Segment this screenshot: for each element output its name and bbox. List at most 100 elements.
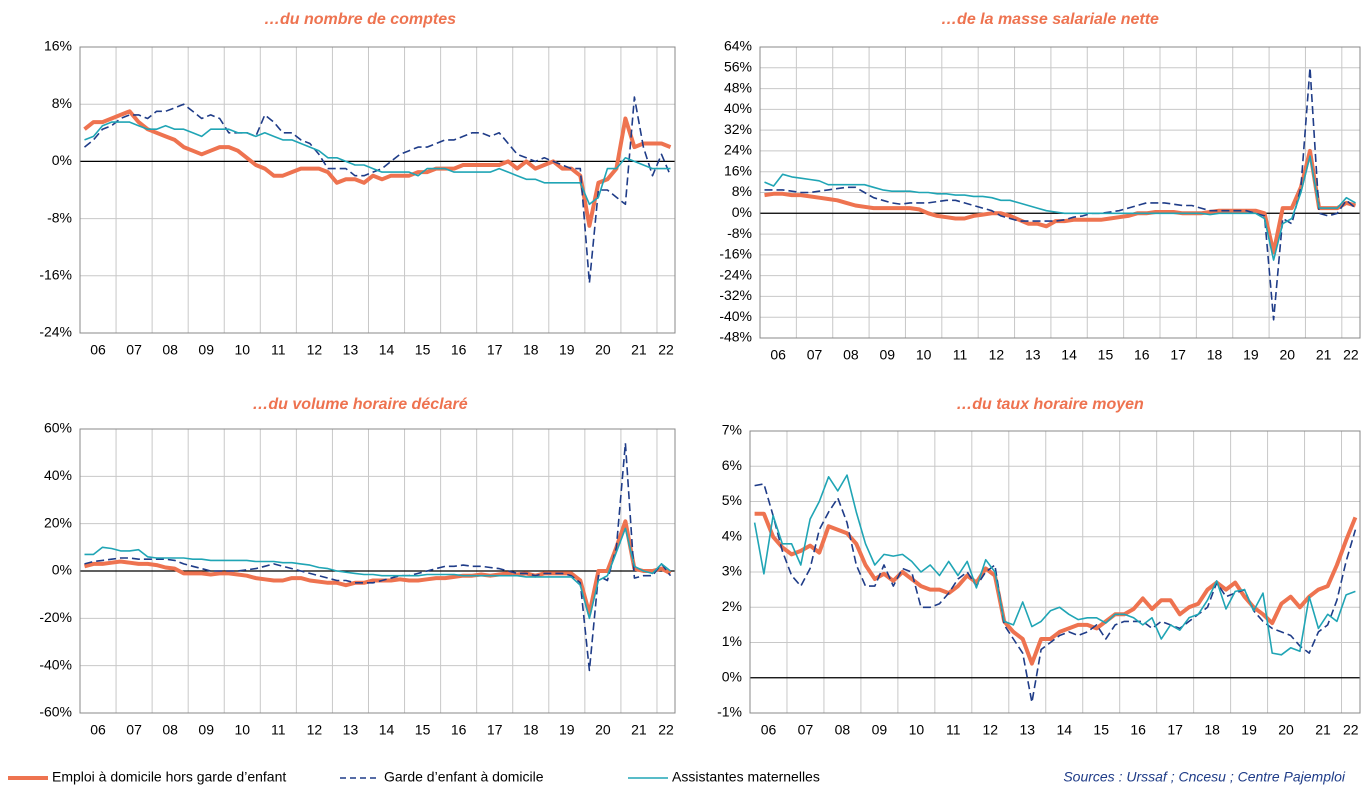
y-tick-label: 3% — [722, 563, 742, 579]
series-line — [753, 474, 1356, 656]
legend-label: Garde d’enfant à domicile — [384, 769, 544, 785]
y-tick-label: 5% — [722, 492, 742, 508]
plot-frame — [749, 430, 1361, 714]
x-tick-label: 14 — [1056, 722, 1072, 738]
x-tick-label: 11 — [946, 722, 961, 738]
x-tick-label: 06 — [90, 342, 106, 358]
x-tick-label: 12 — [307, 722, 323, 738]
x-tick-label: 22 — [1343, 347, 1359, 363]
x-tick-label: 21 — [1315, 722, 1331, 738]
x-tick-label: 15 — [415, 342, 431, 358]
x-tick-label: 16 — [1130, 722, 1146, 738]
y-tick-label: -60% — [39, 704, 72, 720]
series-line — [764, 67, 1357, 321]
y-tick-label: 1% — [722, 633, 742, 649]
chart-title: …du volume horaire déclaré — [252, 396, 467, 413]
x-tick-label: 11 — [953, 347, 968, 363]
x-tick-label: 21 — [631, 342, 647, 358]
y-tick-label: 7% — [722, 422, 742, 438]
x-tick-label: 19 — [1243, 347, 1259, 363]
plot-frame — [759, 46, 1361, 339]
x-tick-label: 12 — [989, 347, 1005, 363]
x-tick-label: 13 — [1025, 347, 1041, 363]
y-tick-label: 8% — [732, 183, 752, 199]
series-line — [754, 483, 1357, 704]
x-tick-label: 16 — [451, 342, 467, 358]
y-tick-label: -32% — [719, 287, 752, 303]
x-tick-label: 12 — [983, 722, 999, 738]
x-tick-label: 14 — [379, 722, 395, 738]
series-line — [764, 155, 1356, 261]
y-tick-label: 40% — [724, 100, 752, 116]
y-tick-label: 20% — [44, 514, 72, 530]
y-tick-label: -8% — [47, 209, 72, 225]
y-tick-label: 16% — [724, 162, 752, 178]
x-tick-label: 18 — [523, 722, 539, 738]
x-tick-label: 08 — [162, 342, 178, 358]
x-tick-label: 17 — [1170, 347, 1186, 363]
y-tick-label: 0% — [722, 668, 742, 684]
x-tick-label: 17 — [487, 342, 503, 358]
y-tick-label: -40% — [719, 308, 752, 324]
x-tick-label: 20 — [595, 722, 611, 738]
x-tick-label: 08 — [835, 722, 851, 738]
x-tick-label: 15 — [1098, 347, 1114, 363]
x-tick-label: 15 — [415, 722, 431, 738]
series-line — [84, 121, 671, 206]
y-tick-label: 32% — [724, 121, 752, 137]
y-tick-label: -1% — [717, 704, 742, 720]
plot-frame — [79, 428, 676, 714]
x-tick-label: 08 — [843, 347, 859, 363]
x-tick-label: 09 — [879, 347, 895, 363]
y-tick-label: 64% — [724, 38, 752, 54]
y-tick-label: 16% — [44, 38, 72, 54]
x-tick-label: 17 — [1167, 722, 1183, 738]
x-tick-label: 10 — [234, 722, 250, 738]
x-tick-label: 22 — [658, 722, 674, 738]
x-tick-label: 19 — [559, 342, 575, 358]
series-line — [84, 442, 672, 672]
y-tick-label: -40% — [39, 656, 72, 672]
x-tick-label: 10 — [909, 722, 925, 738]
y-tick-label: -24% — [39, 324, 72, 340]
x-tick-label: 07 — [798, 722, 814, 738]
x-tick-label: 20 — [1279, 347, 1295, 363]
x-tick-label: 10 — [916, 347, 932, 363]
x-tick-label: 09 — [198, 722, 214, 738]
y-tick-label: 24% — [724, 142, 752, 158]
x-tick-label: 14 — [1061, 347, 1077, 363]
y-tick-label: -48% — [719, 329, 752, 345]
y-tick-label: 0% — [732, 204, 752, 220]
x-tick-label: 16 — [451, 722, 467, 738]
source-note: Sources : Urssaf ; Cncesu ; Centre Pajem… — [1063, 769, 1346, 785]
x-tick-label: 18 — [1207, 347, 1223, 363]
x-tick-label: 06 — [761, 722, 777, 738]
x-tick-label: 13 — [343, 722, 359, 738]
x-tick-label: 22 — [1343, 722, 1359, 738]
y-tick-label: 4% — [722, 527, 742, 543]
x-tick-label: 19 — [559, 722, 575, 738]
series-line — [83, 519, 672, 616]
y-tick-label: 40% — [44, 467, 72, 483]
y-tick-label: -24% — [719, 266, 752, 282]
x-tick-label: 15 — [1093, 722, 1109, 738]
x-tick-label: 21 — [631, 722, 647, 738]
y-tick-label: -20% — [39, 609, 72, 625]
y-tick-label: -16% — [719, 246, 752, 262]
x-tick-label: 13 — [1019, 722, 1035, 738]
x-tick-label: 10 — [234, 342, 250, 358]
series-line — [84, 527, 671, 620]
x-tick-label: 11 — [271, 342, 286, 358]
x-tick-label: 11 — [271, 722, 286, 738]
x-tick-label: 09 — [872, 722, 888, 738]
x-tick-label: 13 — [343, 342, 359, 358]
y-tick-label: -8% — [727, 225, 752, 241]
legend-label: Assistantes maternelles — [672, 769, 820, 785]
y-tick-label: 8% — [52, 95, 72, 111]
x-tick-label: 19 — [1241, 722, 1257, 738]
x-tick-label: 16 — [1134, 347, 1150, 363]
x-tick-label: 17 — [487, 722, 503, 738]
x-tick-label: 06 — [770, 347, 786, 363]
x-tick-label: 07 — [807, 347, 823, 363]
